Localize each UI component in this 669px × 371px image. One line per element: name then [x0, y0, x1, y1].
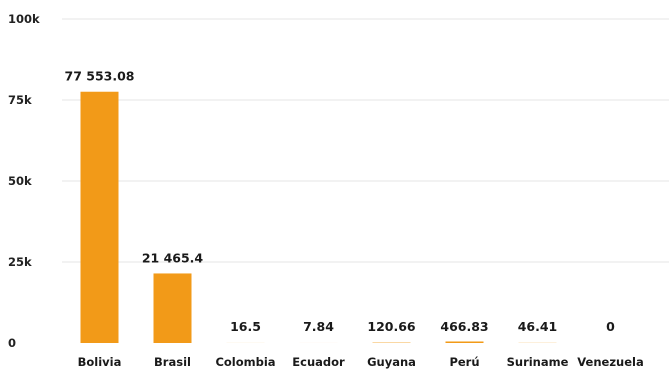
- y-tick-label: 0: [8, 336, 16, 350]
- data-label: 46.41: [518, 319, 558, 334]
- y-axis-ticks: 0 25k 50k 75k 100k: [8, 12, 40, 350]
- data-label: 7.84: [303, 319, 334, 334]
- x-axis-ticks: Bolivia Brasil Colombia Ecuador Guyana Perú Su…: [78, 355, 644, 369]
- x-tick-label: Suriname: [507, 355, 569, 369]
- x-tick-label: Ecuador: [292, 355, 345, 369]
- x-tick-label: Venezuela: [577, 355, 643, 369]
- data-label: 16.5: [230, 319, 261, 334]
- x-tick-label: Bolivia: [78, 355, 122, 369]
- y-tick-label: 50k: [8, 174, 32, 188]
- bars: [80, 91, 557, 343]
- x-tick-label: Colombia: [215, 355, 275, 369]
- x-tick-label: Perú: [449, 355, 479, 369]
- y-tick-label: 100k: [8, 12, 40, 26]
- bar: [445, 341, 484, 343]
- y-tick-label: 25k: [8, 255, 32, 269]
- x-tick-label: Guyana: [367, 355, 416, 369]
- data-label: 77 553.08: [65, 69, 135, 84]
- bar: [153, 273, 192, 343]
- data-label: 466.83: [440, 319, 488, 334]
- y-tick-label: 75k: [8, 93, 32, 107]
- data-label: 21 465.4: [142, 250, 204, 265]
- data-label: 0: [606, 319, 615, 334]
- bar: [80, 91, 119, 343]
- data-labels: 77 553.08 21 465.4 16.5 7.84 120.66 466.83 46.…: [65, 69, 616, 334]
- x-tick-label: Brasil: [154, 355, 191, 369]
- gridlines: [62, 18, 669, 263]
- data-label: 120.66: [367, 319, 416, 334]
